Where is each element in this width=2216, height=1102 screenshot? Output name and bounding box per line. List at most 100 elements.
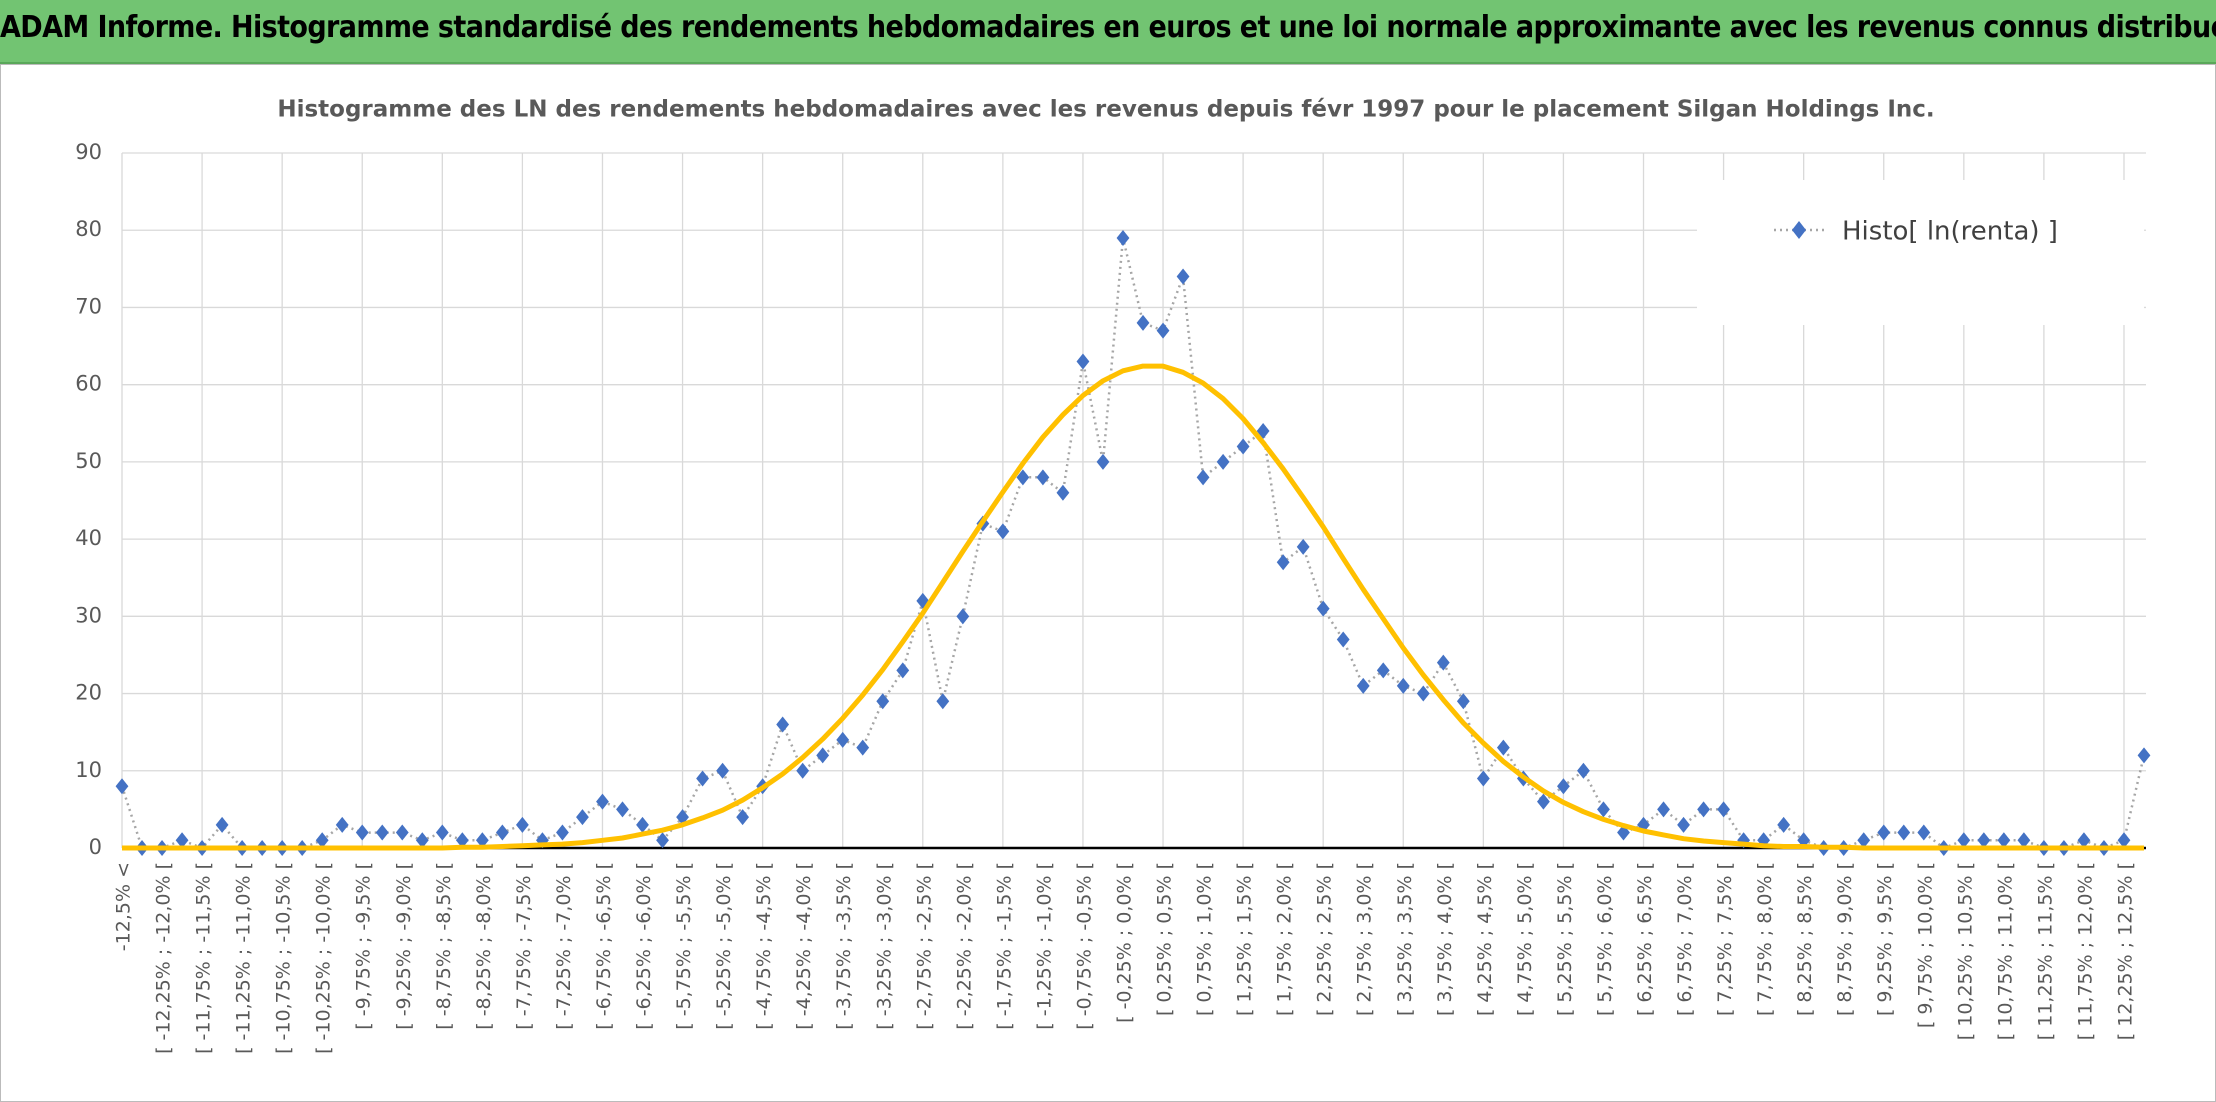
data-point: [876, 693, 890, 710]
data-point: [455, 832, 469, 849]
normal-curve: [122, 363, 2144, 851]
x-tick-label: [ -1,75% ; -1,5% [: [993, 862, 1015, 1030]
data-point: [415, 832, 429, 849]
x-tick-label: [ 3,25% ; 3,5% [: [1394, 862, 1416, 1016]
x-tick-label: [ -11,75% ; -11,5% [: [193, 862, 215, 1054]
legend-marker: [1792, 221, 1806, 239]
x-tick-label: [ -7,75% ; -7,5% [: [513, 862, 535, 1030]
x-tick-label: [ 2,75% ; 3,0% [: [1354, 862, 1376, 1016]
legend-box: [1697, 180, 2144, 325]
x-tick-label: [ 1,75% ; 2,0% [: [1274, 862, 1296, 1016]
x-tick-label: [ -4,25% ; -4,0% [: [793, 862, 815, 1030]
x-tick-label: [ 12,25% ; 12,5% [: [2114, 862, 2136, 1040]
data-point: [1577, 762, 1590, 779]
data-point: [616, 801, 629, 818]
data-point: [896, 662, 910, 679]
data-point: [576, 809, 589, 826]
x-tick-label: [ -0,25% ; 0,0% [: [1113, 862, 1135, 1023]
x-tick-label: -12,5% <: [113, 862, 135, 951]
data-point: [335, 816, 349, 833]
x-tick-label: [ 9,75% ; 10,0% [: [1914, 862, 1936, 1028]
data-point: [1717, 801, 1730, 818]
x-tick-label: [ 2,25% ; 2,5% [: [1314, 862, 1336, 1016]
data-point: [1036, 469, 1050, 486]
data-point: [1637, 816, 1650, 833]
y-tick-label: 10: [75, 758, 102, 782]
data-point: [2077, 832, 2091, 849]
data-point: [1496, 739, 1510, 756]
data-point: [1857, 832, 1871, 849]
x-tick-label: [ -3,25% ; -3,0% [: [873, 862, 895, 1030]
data-point: [556, 824, 569, 841]
x-tick-label: [ -2,25% ; -2,0% [: [953, 862, 975, 1030]
data-point: [1376, 662, 1390, 679]
data-point: [1116, 229, 1130, 246]
x-tick-label: [ 11,75% ; 12,0% [: [2074, 862, 2096, 1040]
x-tick-label: [ -5,75% ; -5,5% [: [673, 862, 695, 1030]
data-point: [636, 816, 649, 833]
data-point: [956, 608, 970, 625]
data-point: [515, 816, 529, 833]
data-point: [1316, 600, 1330, 617]
data-point: [936, 693, 950, 710]
data-point: [1096, 453, 1110, 470]
data-point: [1897, 824, 1911, 841]
data-point: [1136, 314, 1150, 331]
data-point: [1336, 631, 1350, 648]
y-tick-label: 20: [75, 681, 102, 705]
data-point: [1236, 438, 1250, 455]
x-tick-label: [ -9,75% ; -9,5% [: [353, 862, 375, 1030]
data-point: [115, 778, 129, 795]
x-tick-label: [ 0,75% ; 1,0% [: [1194, 862, 1216, 1016]
x-tick-label: [ 3,75% ; 4,0% [: [1434, 862, 1456, 1016]
data-point: [315, 832, 329, 849]
data-point: [2137, 747, 2151, 764]
data-point: [1917, 824, 1931, 841]
x-tick-label: [ -8,75% ; -8,5% [: [433, 862, 455, 1030]
data-point: [1777, 816, 1791, 833]
x-tick-label: [ -9,25% ; -9,0% [: [393, 862, 415, 1030]
data-point: [776, 716, 790, 733]
x-tick-label: [ -10,75% ; -10,5% [: [273, 862, 295, 1054]
x-tick-label: [ 9,25% ; 9,5% [: [1874, 862, 1896, 1016]
data-point: [1436, 654, 1450, 671]
data-point: [1977, 832, 1991, 849]
data-point: [836, 731, 850, 748]
data-point: [1276, 554, 1290, 571]
data-point: [435, 824, 449, 841]
legend-label: Histo[ ln(renta) ]: [1842, 217, 2058, 247]
data-point: [1957, 832, 1971, 849]
data-point: [1176, 268, 1190, 285]
y-tick-label: 80: [75, 217, 102, 241]
data-point: [1697, 801, 1710, 818]
data-point: [1156, 322, 1170, 339]
data-point: [1016, 469, 1030, 486]
x-tick-label: [ -4,75% ; -4,5% [: [753, 862, 775, 1030]
data-point: [1677, 816, 1690, 833]
data-point: [2117, 832, 2131, 849]
series-line: [120, 236, 2146, 850]
data-point: [175, 832, 189, 849]
data-point: [1456, 693, 1470, 710]
data-point: [656, 832, 669, 849]
data-point: [1476, 770, 1490, 787]
banner: ADAM Informe. Histogramme standardisé de…: [0, 0, 2216, 64]
x-tick-label: [ 5,25% ; 5,5% [: [1554, 862, 1576, 1016]
data-point: [1196, 469, 1210, 486]
data-point: [1056, 484, 1070, 501]
page-title: ADAM Informe. Histogramme standardisé de…: [0, 10, 2216, 45]
x-tick-label: [ 11,25% ; 11,5% [: [2034, 862, 2056, 1040]
x-tick-label: [ 8,25% ; 8,5% [: [1794, 862, 1816, 1016]
data-point: [1296, 538, 1310, 555]
data-point: [1356, 677, 1370, 694]
data-point: [495, 824, 509, 841]
x-tick-label: [ 10,75% ; 11,0% [: [1994, 862, 2016, 1040]
data-point: [1877, 824, 1891, 841]
y-tick-label: 60: [75, 372, 102, 396]
x-tick-label: [ 8,75% ; 9,0% [: [1834, 862, 1856, 1016]
data-point: [696, 770, 709, 787]
data-point: [736, 809, 750, 826]
x-tick-label: [ -11,25% ; -11,0% [: [233, 862, 255, 1054]
